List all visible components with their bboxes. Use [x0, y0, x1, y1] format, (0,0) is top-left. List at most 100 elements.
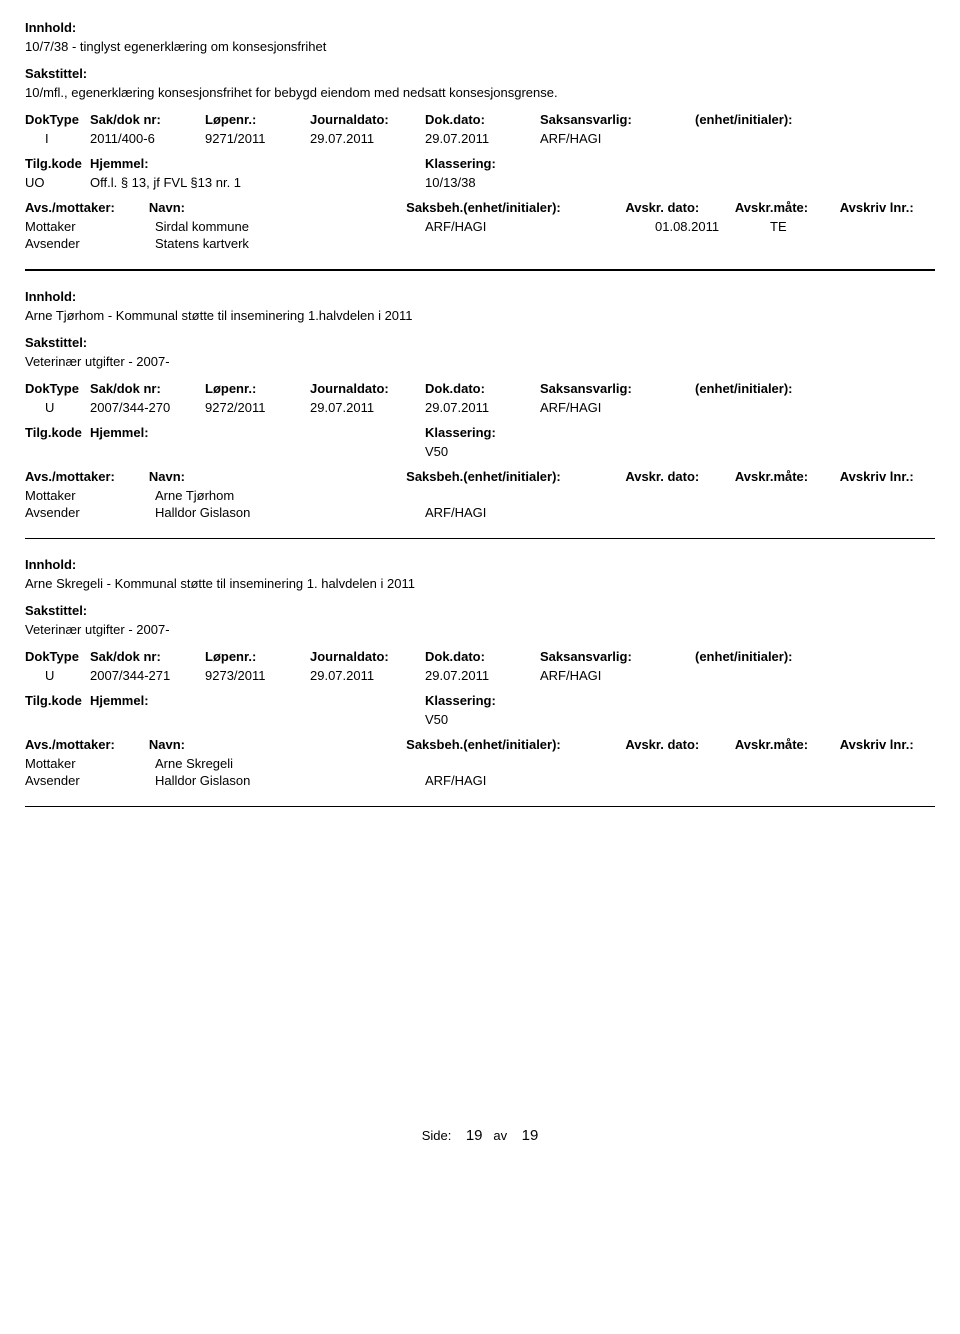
lopenr-header: Løpenr.:: [205, 112, 310, 127]
klassering-value: V50: [425, 712, 625, 727]
innhold-label: Innhold:: [25, 289, 935, 304]
tilgkode-header: Tilg.kode: [25, 425, 90, 440]
saksbeh-header: Saksbeh.(enhet/initialer):: [406, 469, 625, 484]
doktype-header: DokType: [25, 649, 90, 664]
sakdok-header: Sak/dok nr:: [90, 112, 205, 127]
avsender-label: Avsender: [25, 773, 155, 788]
side-label: Side:: [422, 1128, 452, 1143]
innhold-value: Arne Tjørhom - Kommunal støtte til insem…: [25, 308, 935, 323]
avsender-name: Halldor Gislason: [155, 505, 425, 520]
saksansvarlig-header: Saksansvarlig:: [540, 649, 695, 664]
doc-data-row: U 2007/344-271 9273/2011 29.07.2011 29.0…: [25, 668, 935, 683]
klassering-value: 10/13/38: [425, 175, 625, 190]
enhet-header: (enhet/initialer):: [695, 649, 825, 664]
innhold-value: 10/7/38 - tinglyst egenerklæring om kons…: [25, 39, 935, 54]
avskr-dato-header: Avskr. dato:: [625, 469, 735, 484]
record-divider: [25, 269, 935, 271]
party-header-row: Avs./mottaker: Navn: Saksbeh.(enhet/init…: [25, 737, 935, 752]
saksbeh-header: Saksbeh.(enhet/initialer):: [406, 737, 625, 752]
journaldato-value: 29.07.2011: [310, 131, 425, 146]
sub-header-row: Tilg.kode Hjemmel: Klassering:: [25, 425, 935, 440]
avsender-row: Avsender Halldor Gislason ARF/HAGI: [25, 505, 935, 520]
avskriv-lnr-header: Avskriv lnr.:: [840, 737, 935, 752]
mottaker-name: Arne Skregeli: [155, 756, 425, 771]
mottaker-name: Arne Tjørhom: [155, 488, 425, 503]
avsender-name: Statens kartverk: [155, 236, 425, 251]
journaldato-value: 29.07.2011: [310, 400, 425, 415]
tilgkode-value: UO: [25, 175, 90, 190]
lopenr-value: 9273/2011: [205, 668, 310, 683]
sakstittel-value: Veterinær utgifter - 2007-: [25, 622, 935, 637]
sakdok-header: Sak/dok nr:: [90, 649, 205, 664]
doktype-value: U: [25, 400, 90, 415]
journaldato-header: Journaldato:: [310, 112, 425, 127]
saksansvarlig-header: Saksansvarlig:: [540, 112, 695, 127]
doc-header-row: DokType Sak/dok nr: Løpenr.: Journaldato…: [25, 112, 935, 127]
avsmottaker-header: Avs./mottaker:: [25, 200, 149, 215]
doc-data-row: U 2007/344-270 9272/2011 29.07.2011 29.0…: [25, 400, 935, 415]
doc-header-row: DokType Sak/dok nr: Løpenr.: Journaldato…: [25, 649, 935, 664]
avsender-row: Avsender Halldor Gislason ARF/HAGI: [25, 773, 935, 788]
avskr-mate-header: Avskr.måte:: [735, 200, 840, 215]
sakstittel-label: Sakstittel:: [25, 603, 935, 618]
klassering-header: Klassering:: [425, 693, 625, 708]
mottaker-saksbeh: [425, 756, 535, 771]
mottaker-row: Mottaker Sirdal kommune ARF/HAGI 01.08.2…: [25, 219, 935, 234]
klassering-header: Klassering:: [425, 156, 625, 171]
mottaker-row: Mottaker Arne Tjørhom: [25, 488, 935, 503]
doktype-header: DokType: [25, 112, 90, 127]
enhet-value: [695, 668, 825, 683]
sakdok-value: 2011/400-6: [90, 131, 205, 146]
mottaker-label: Mottaker: [25, 488, 155, 503]
saksansvarlig-header: Saksansvarlig:: [540, 381, 695, 396]
hjemmel-value: [90, 712, 425, 727]
sakstittel-label: Sakstittel:: [25, 335, 935, 350]
navn-header: Navn:: [149, 469, 185, 484]
enhet-value: [695, 400, 825, 415]
mottaker-saksbeh: [425, 488, 535, 503]
klassering-header: Klassering:: [425, 425, 625, 440]
dokdato-value: 29.07.2011: [425, 131, 540, 146]
navn-header: Navn:: [149, 200, 185, 215]
page-total: 19: [522, 1127, 539, 1144]
avsender-saksbeh: [425, 236, 535, 251]
mottaker-avskr-dato: 01.08.2011: [655, 219, 770, 234]
avsender-saksbeh: ARF/HAGI: [425, 773, 535, 788]
avskr-mate-header: Avskr.måte:: [735, 737, 840, 752]
innhold-label: Innhold:: [25, 557, 935, 572]
sakdok-header: Sak/dok nr:: [90, 381, 205, 396]
enhet-value: [695, 131, 825, 146]
doktype-header: DokType: [25, 381, 90, 396]
av-label: av: [493, 1128, 507, 1143]
hjemmel-value: [90, 444, 425, 459]
sub-header-row: Tilg.kode Hjemmel: Klassering:: [25, 156, 935, 171]
sakstittel-label: Sakstittel:: [25, 66, 935, 81]
sub-header-row: Tilg.kode Hjemmel: Klassering:: [25, 693, 935, 708]
avsender-row: Avsender Statens kartverk: [25, 236, 935, 251]
avskriv-lnr-header: Avskriv lnr.:: [840, 469, 935, 484]
hjemmel-header: Hjemmel:: [90, 693, 425, 708]
avsender-label: Avsender: [25, 236, 155, 251]
sub-data-row: V50: [25, 712, 935, 727]
saksansvarlig-value: ARF/HAGI: [540, 668, 695, 683]
mottaker-name: Sirdal kommune: [155, 219, 425, 234]
sakstittel-value: 10/mfl., egenerklæring konsesjonsfrihet …: [25, 85, 935, 100]
tilgkode-value: [25, 444, 90, 459]
mottaker-label: Mottaker: [25, 219, 155, 234]
saksansvarlig-value: ARF/HAGI: [540, 400, 695, 415]
avskr-dato-header: Avskr. dato:: [625, 200, 735, 215]
record: Innhold: Arne Skregeli - Kommunal støtte…: [25, 557, 935, 788]
dokdato-header: Dok.dato:: [425, 112, 540, 127]
avsmottaker-header: Avs./mottaker:: [25, 469, 149, 484]
avsender-label: Avsender: [25, 505, 155, 520]
innhold-label: Innhold:: [25, 20, 935, 35]
dokdato-header: Dok.dato:: [425, 381, 540, 396]
tilgkode-header: Tilg.kode: [25, 156, 90, 171]
journaldato-value: 29.07.2011: [310, 668, 425, 683]
hjemmel-value: Off.l. § 13, jf FVL §13 nr. 1: [90, 175, 425, 190]
sub-data-row: V50: [25, 444, 935, 459]
avskriv-lnr-header: Avskriv lnr.:: [840, 200, 935, 215]
journaldato-header: Journaldato:: [310, 381, 425, 396]
enhet-header: (enhet/initialer):: [695, 112, 825, 127]
sakstittel-value: Veterinær utgifter - 2007-: [25, 354, 935, 369]
